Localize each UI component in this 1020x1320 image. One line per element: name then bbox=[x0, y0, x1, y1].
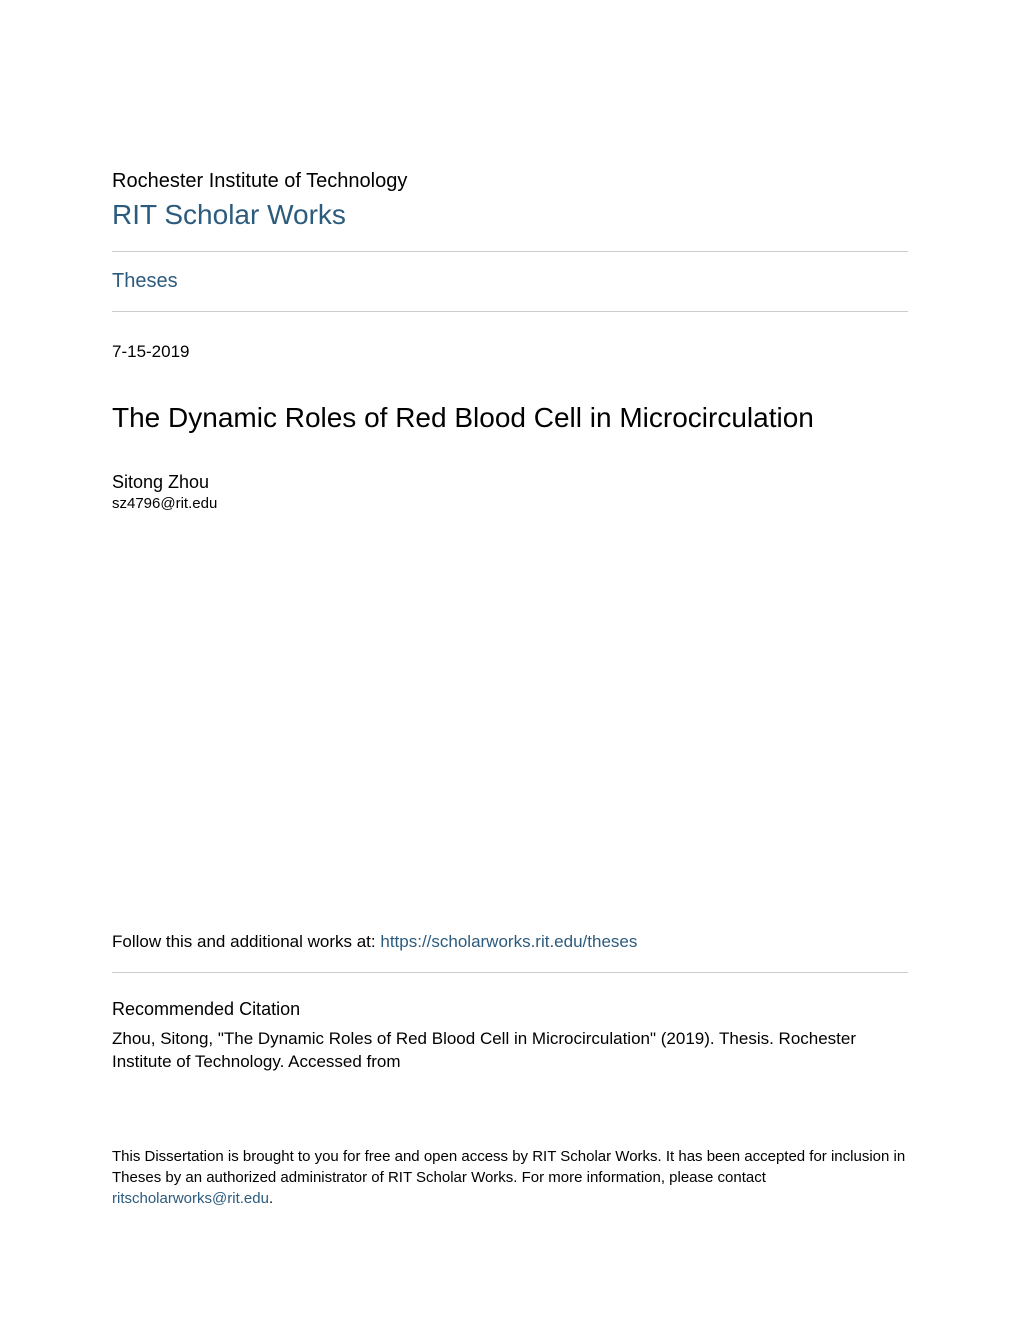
citation-text: Zhou, Sitong, "The Dynamic Roles of Red … bbox=[112, 1028, 908, 1074]
footer-email-link[interactable]: ritscholarworks@rit.edu bbox=[112, 1190, 269, 1207]
paper-title: The Dynamic Roles of Red Blood Cell in M… bbox=[112, 402, 908, 434]
author-email: sz4796@rit.edu bbox=[112, 495, 908, 512]
footer-text-part1: This Dissertation is brought to you for … bbox=[112, 1148, 905, 1186]
institution-name: Rochester Institute of Technology bbox=[112, 170, 908, 193]
follow-works-link[interactable]: https://scholarworks.rit.edu/theses bbox=[380, 932, 637, 951]
page-container: Rochester Institute of Technology RIT Sc… bbox=[0, 0, 1020, 1269]
divider-citation bbox=[112, 972, 908, 973]
footer-text-part2: . bbox=[269, 1190, 273, 1207]
footer-text: This Dissertation is brought to you for … bbox=[112, 1146, 908, 1209]
repository-link[interactable]: RIT Scholar Works bbox=[112, 199, 908, 231]
citation-heading: Recommended Citation bbox=[112, 999, 908, 1020]
follow-prefix: Follow this and additional works at: bbox=[112, 932, 380, 951]
publication-date: 7-15-2019 bbox=[112, 342, 908, 362]
follow-works-text: Follow this and additional works at: htt… bbox=[112, 932, 908, 952]
footer-spacer bbox=[112, 1074, 908, 1146]
divider-bottom bbox=[112, 311, 908, 312]
author-name: Sitong Zhou bbox=[112, 472, 908, 493]
theses-link[interactable]: Theses bbox=[112, 252, 908, 311]
content-spacer bbox=[112, 512, 908, 932]
